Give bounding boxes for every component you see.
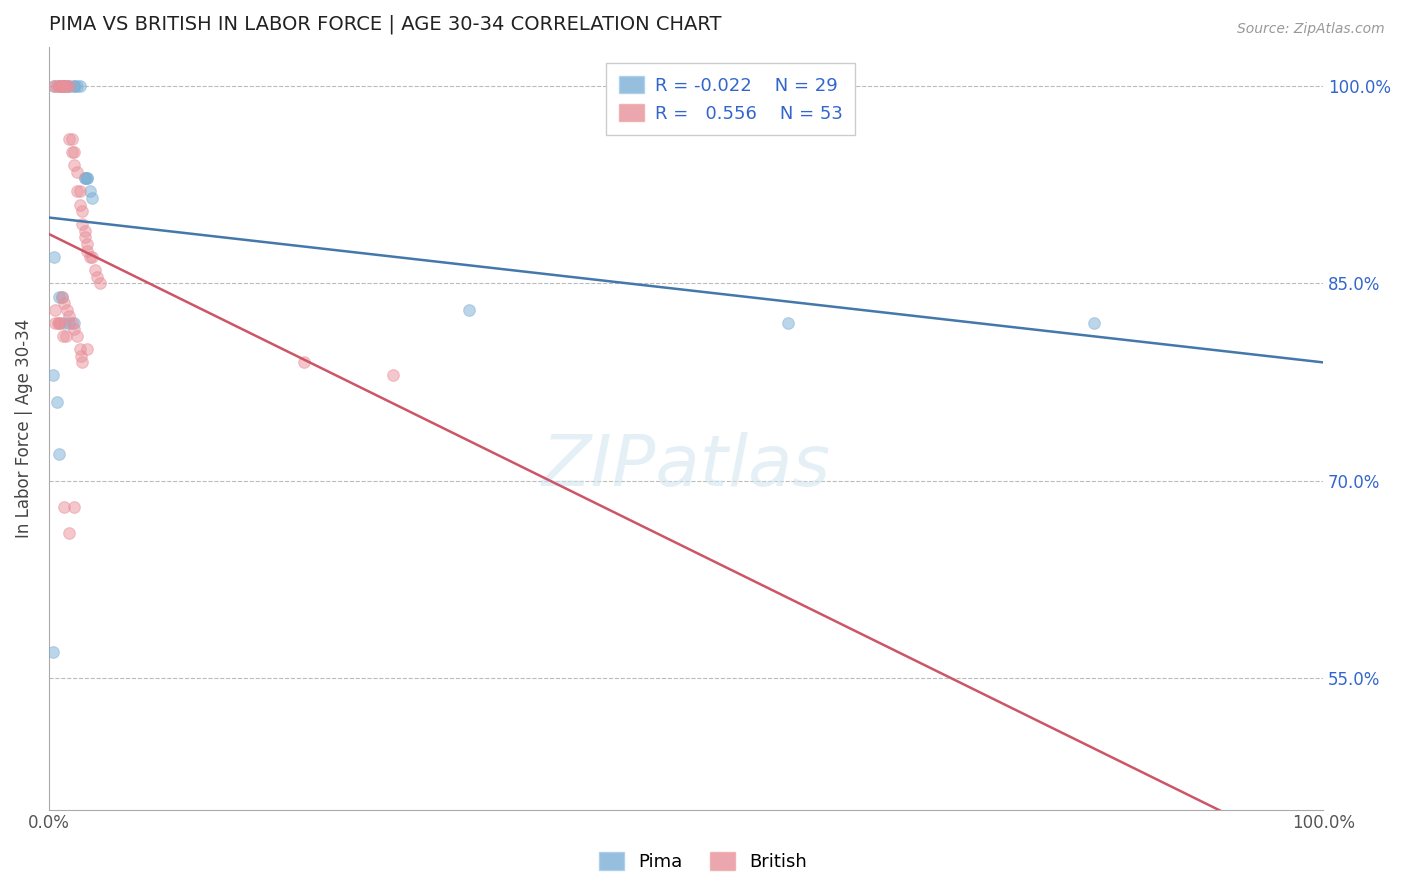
Point <box>52 329 75 343</box>
Legend: R = -0.022    N = 29, R =   0.556    N = 53: R = -0.022 N = 29, R = 0.556 N = 53 <box>606 63 855 136</box>
Text: PIMA VS BRITISH IN LABOR FORCE | AGE 30-34 CORRELATION CHART: PIMA VS BRITISH IN LABOR FORCE | AGE 30-… <box>49 15 721 35</box>
Point <box>56 302 79 317</box>
Point <box>53 79 76 94</box>
Point <box>48 447 70 461</box>
Point <box>89 277 111 291</box>
Point <box>70 355 93 369</box>
Point <box>55 329 77 343</box>
Point <box>382 368 405 383</box>
Point <box>82 250 104 264</box>
Point <box>58 316 80 330</box>
Point <box>44 302 66 317</box>
Point <box>776 316 799 330</box>
Point <box>45 394 67 409</box>
Point <box>86 269 108 284</box>
Text: Source: ZipAtlas.com: Source: ZipAtlas.com <box>1237 22 1385 37</box>
Point <box>69 79 91 94</box>
Point <box>83 263 105 277</box>
Point <box>66 164 89 178</box>
Point <box>73 171 96 186</box>
Point <box>48 289 70 303</box>
Point <box>79 185 101 199</box>
Point <box>46 316 69 330</box>
Point <box>56 79 79 94</box>
Point <box>63 79 86 94</box>
Point <box>48 316 70 330</box>
Point <box>53 79 76 94</box>
Point <box>42 79 65 94</box>
Point <box>42 645 65 659</box>
Point <box>60 145 83 159</box>
Point <box>73 230 96 244</box>
Point <box>69 342 91 356</box>
Point <box>53 79 76 94</box>
Point <box>69 197 91 211</box>
Point <box>66 329 89 343</box>
Point <box>63 322 86 336</box>
Point <box>60 316 83 330</box>
Point <box>58 79 80 94</box>
Point <box>53 316 76 330</box>
Point <box>53 79 76 94</box>
Point <box>49 316 72 330</box>
Point <box>76 244 98 258</box>
Point <box>63 79 86 94</box>
Point <box>51 289 73 303</box>
Point <box>73 171 96 186</box>
Point <box>42 79 65 94</box>
Point <box>76 171 98 186</box>
Point <box>69 349 91 363</box>
Legend: Pima, British: Pima, British <box>592 846 814 879</box>
Point <box>56 79 79 94</box>
Point <box>48 79 70 94</box>
Point <box>60 132 83 146</box>
Point <box>48 79 70 94</box>
Point <box>76 342 98 356</box>
Point <box>82 191 104 205</box>
Point <box>63 158 86 172</box>
Point <box>51 79 73 94</box>
Point <box>53 500 76 514</box>
Point <box>44 316 66 330</box>
Point <box>51 79 73 94</box>
Point <box>48 79 70 94</box>
Point <box>45 79 67 94</box>
Point <box>58 526 80 541</box>
Point <box>58 79 80 94</box>
Point <box>66 185 89 199</box>
Point <box>63 145 86 159</box>
Point <box>53 296 76 310</box>
Point <box>76 171 98 186</box>
Point <box>1083 316 1105 330</box>
Point <box>51 289 73 303</box>
Point <box>58 132 80 146</box>
Point <box>63 500 86 514</box>
Point <box>79 250 101 264</box>
Point <box>58 310 80 324</box>
Point <box>292 355 315 369</box>
Point <box>63 316 86 330</box>
Point <box>69 185 91 199</box>
Point <box>42 250 65 264</box>
Y-axis label: In Labor Force | Age 30-34: In Labor Force | Age 30-34 <box>15 318 32 538</box>
Point <box>76 236 98 251</box>
Point <box>458 302 481 317</box>
Point <box>42 368 65 383</box>
Point <box>66 79 89 94</box>
Point <box>70 217 93 231</box>
Point <box>73 224 96 238</box>
Point <box>70 204 93 219</box>
Text: ZIPatlas: ZIPatlas <box>541 432 831 500</box>
